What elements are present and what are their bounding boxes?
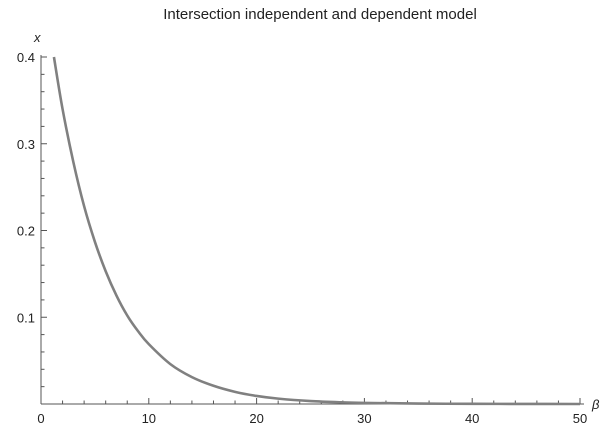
- y-axis-label: x: [33, 30, 41, 45]
- x-axis-label: β: [591, 397, 600, 412]
- y-tick-label: 0.4: [17, 50, 35, 65]
- x-tick-label: 30: [357, 411, 371, 426]
- chart-title: Intersection independent and dependent m…: [163, 6, 477, 23]
- y-tick-label: 0.1: [17, 310, 35, 325]
- y-tick-label: 0.3: [17, 137, 35, 152]
- x-tick-label: 20: [249, 411, 263, 426]
- x-tick-label: 40: [465, 411, 479, 426]
- ticks: [40, 56, 581, 404]
- y-tick-label: 0.2: [17, 224, 35, 239]
- axes: [40, 55, 584, 405]
- x-tick-label: 0: [37, 411, 44, 426]
- tick-labels: 0 10 20 30 40 50 0.1 0.2 0.3 0.4: [17, 50, 587, 426]
- x-tick-label: 50: [573, 411, 587, 426]
- x-tick-label: 10: [142, 411, 156, 426]
- series-line: [52, 56, 581, 406]
